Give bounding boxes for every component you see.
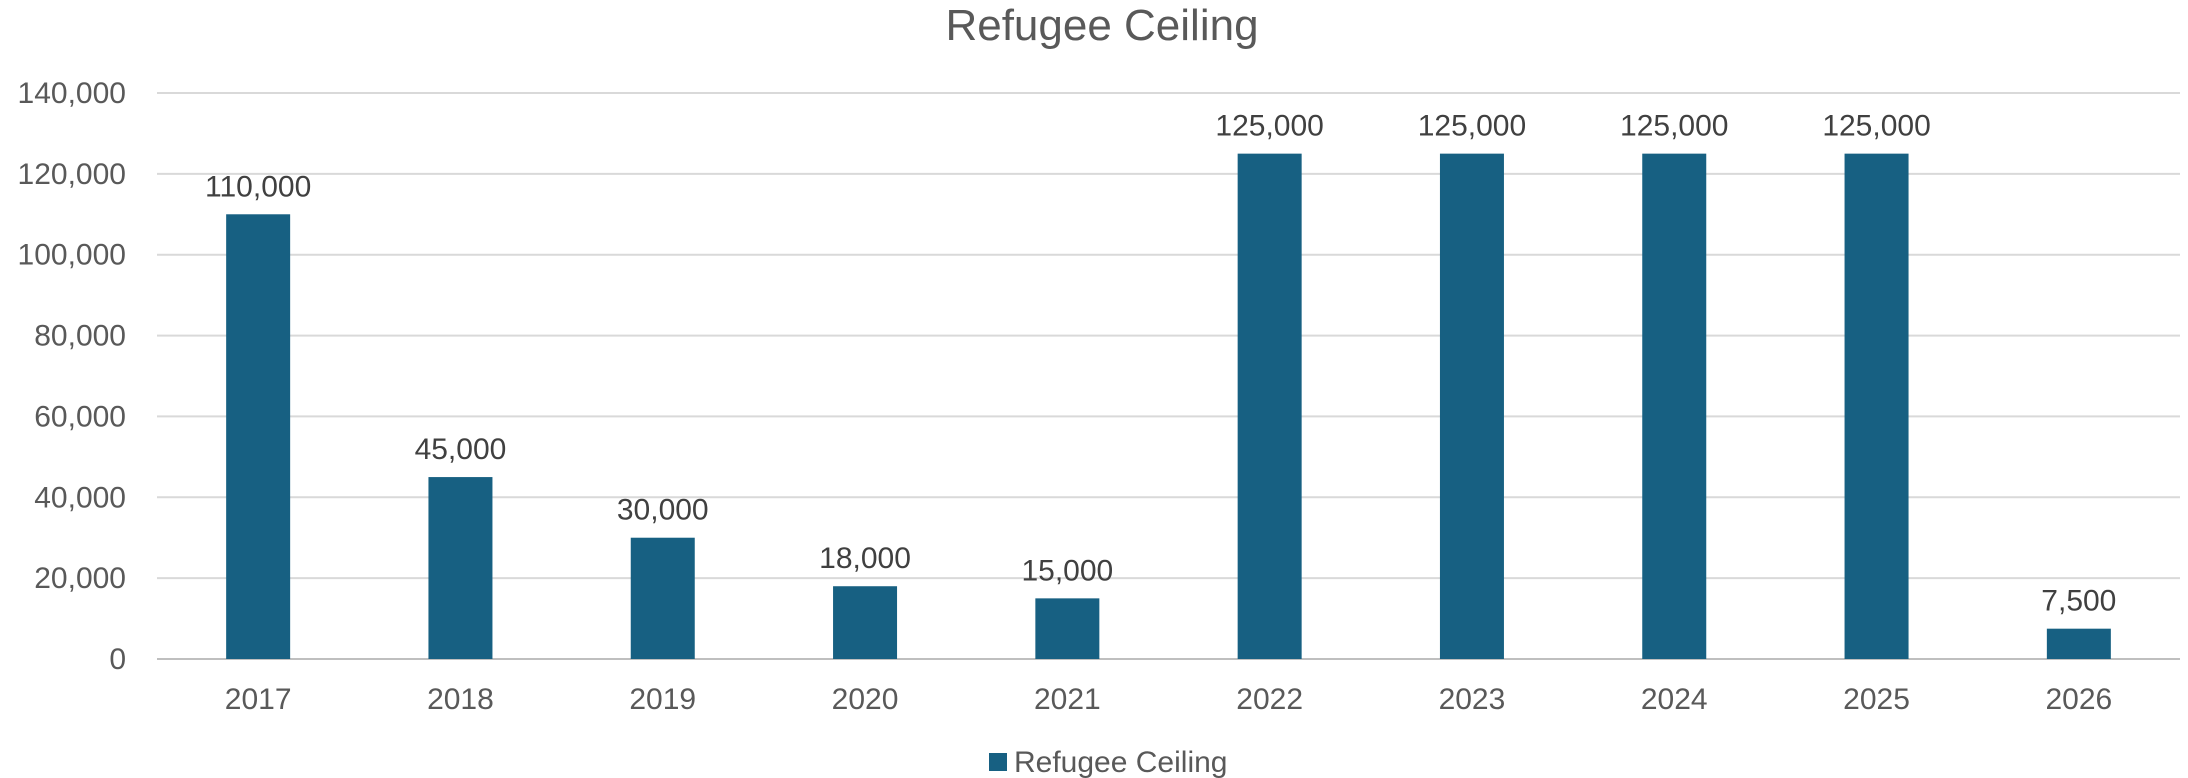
bar [1035,598,1100,659]
bar [1439,153,1504,659]
bars [226,153,2111,660]
data-label: 110,000 [205,170,311,203]
y-tick-label: 80,000 [34,320,126,353]
y-tick-label: 140,000 [18,77,126,110]
legend-swatch [989,753,1007,771]
bar [630,537,695,659]
data-label: 18,000 [819,542,911,575]
data-label: 125,000 [1215,110,1323,143]
x-axis: 2017 2018 2019 2020 2021 2022 2023 2024 2025 2026 [157,658,2180,716]
bar [1237,153,1302,659]
chart-title: Refugee Ceiling [945,1,1258,50]
x-tick-label: 2026 [2045,683,2112,716]
x-tick-label: 2025 [1843,683,1910,716]
bar [428,477,493,659]
y-tick-label: 20,000 [34,562,126,595]
data-labels: 110,000 45,000 30,000 18,000 15,000 125,000 12… [205,110,2116,618]
bar [2046,628,2111,659]
x-tick-label: 2018 [427,683,494,716]
x-tick-label: 2019 [629,683,696,716]
data-label: 45,000 [415,433,507,466]
bar [1642,153,1707,659]
legend-label: Refugee Ceiling [1014,746,1227,778]
bar [1844,153,1909,659]
y-tick-label: 120,000 [18,158,126,191]
gridlines [157,92,2180,580]
y-tick-label: 0 [109,643,126,676]
bar [226,214,291,660]
x-tick-label: 2020 [832,683,899,716]
data-label: 30,000 [617,494,709,527]
x-tick-label: 2021 [1034,683,1101,716]
x-tick-label: 2023 [1439,683,1506,716]
data-label: 125,000 [1822,110,1930,143]
data-label: 125,000 [1620,110,1728,143]
legend: Refugee Ceiling [989,746,1227,778]
x-tick-label: 2022 [1236,683,1303,716]
data-label: 125,000 [1418,110,1526,143]
y-axis: 0 20,000 40,000 60,000 80,000 100,000 120,000 1… [18,77,126,676]
y-tick-label: 100,000 [18,239,126,272]
y-tick-label: 40,000 [34,481,126,514]
data-label: 7,500 [2041,585,2116,618]
x-tick-label: 2024 [1641,683,1708,716]
data-label: 15,000 [1021,554,1113,587]
y-tick-label: 60,000 [34,400,126,433]
bar [833,586,898,659]
x-tick-label: 2017 [225,683,292,716]
